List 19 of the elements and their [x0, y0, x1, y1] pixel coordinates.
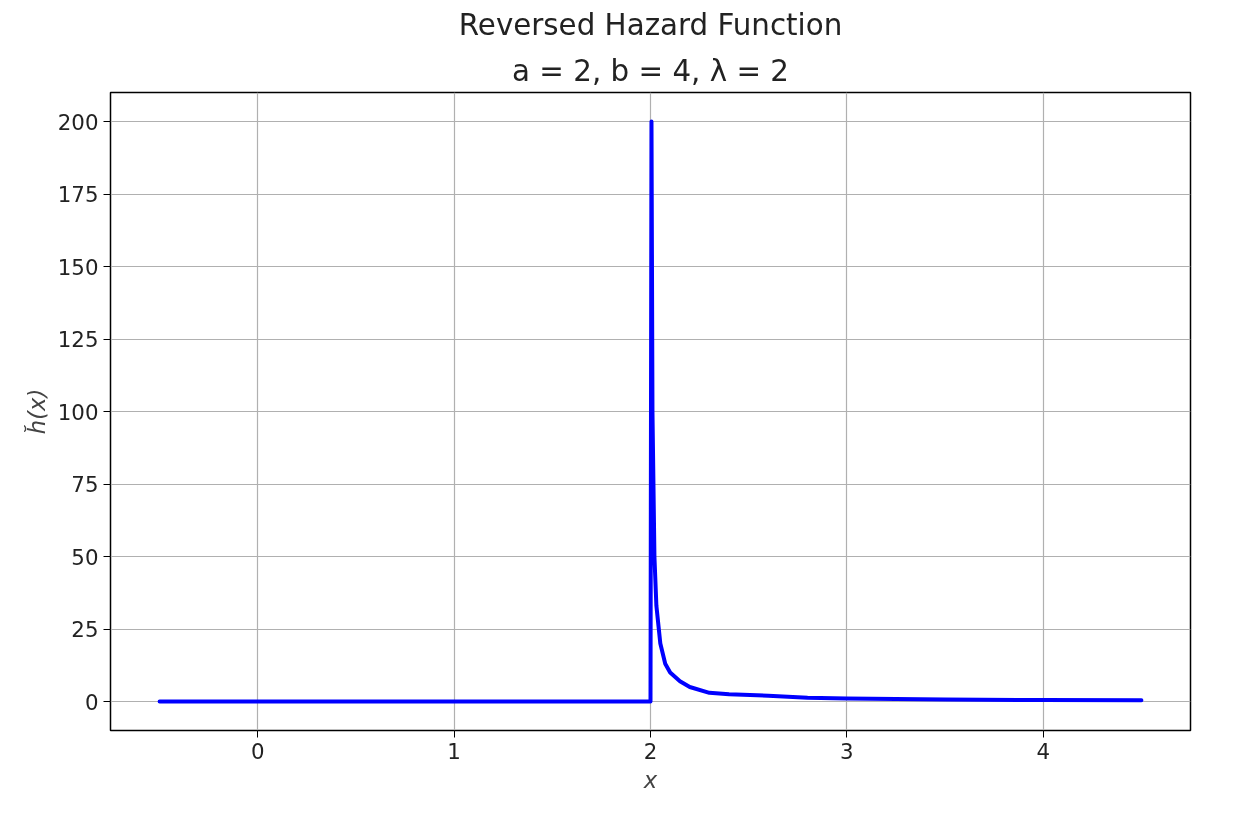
- x-tick-label: 3: [840, 738, 854, 764]
- x-tick-label: 4: [1036, 738, 1051, 764]
- y-tick-label: 75: [71, 472, 99, 497]
- x-axis-title: x: [642, 766, 658, 793]
- x-tick-label: 1: [447, 738, 461, 764]
- y-tick-label: 25: [71, 617, 99, 642]
- y-tick-label: 0: [84, 689, 99, 715]
- chart-subtitle: a = 2, b = 4, λ = 2: [512, 53, 789, 88]
- y-tick-label: 175: [57, 182, 99, 207]
- y-tick-label: 50: [71, 544, 99, 570]
- x-tick-label: 0: [250, 738, 265, 764]
- y-tick-label: 200: [57, 109, 99, 135]
- chart-title: Reversed Hazard Function: [458, 7, 843, 42]
- y-tick-label: 150: [57, 254, 99, 280]
- y-tick-label: 125: [57, 327, 99, 352]
- y-tick-label: 100: [57, 399, 99, 425]
- line-series: [157, 119, 1144, 704]
- x-tick-label: 2: [643, 738, 658, 764]
- y-axis-title: h̆(x): [23, 388, 50, 435]
